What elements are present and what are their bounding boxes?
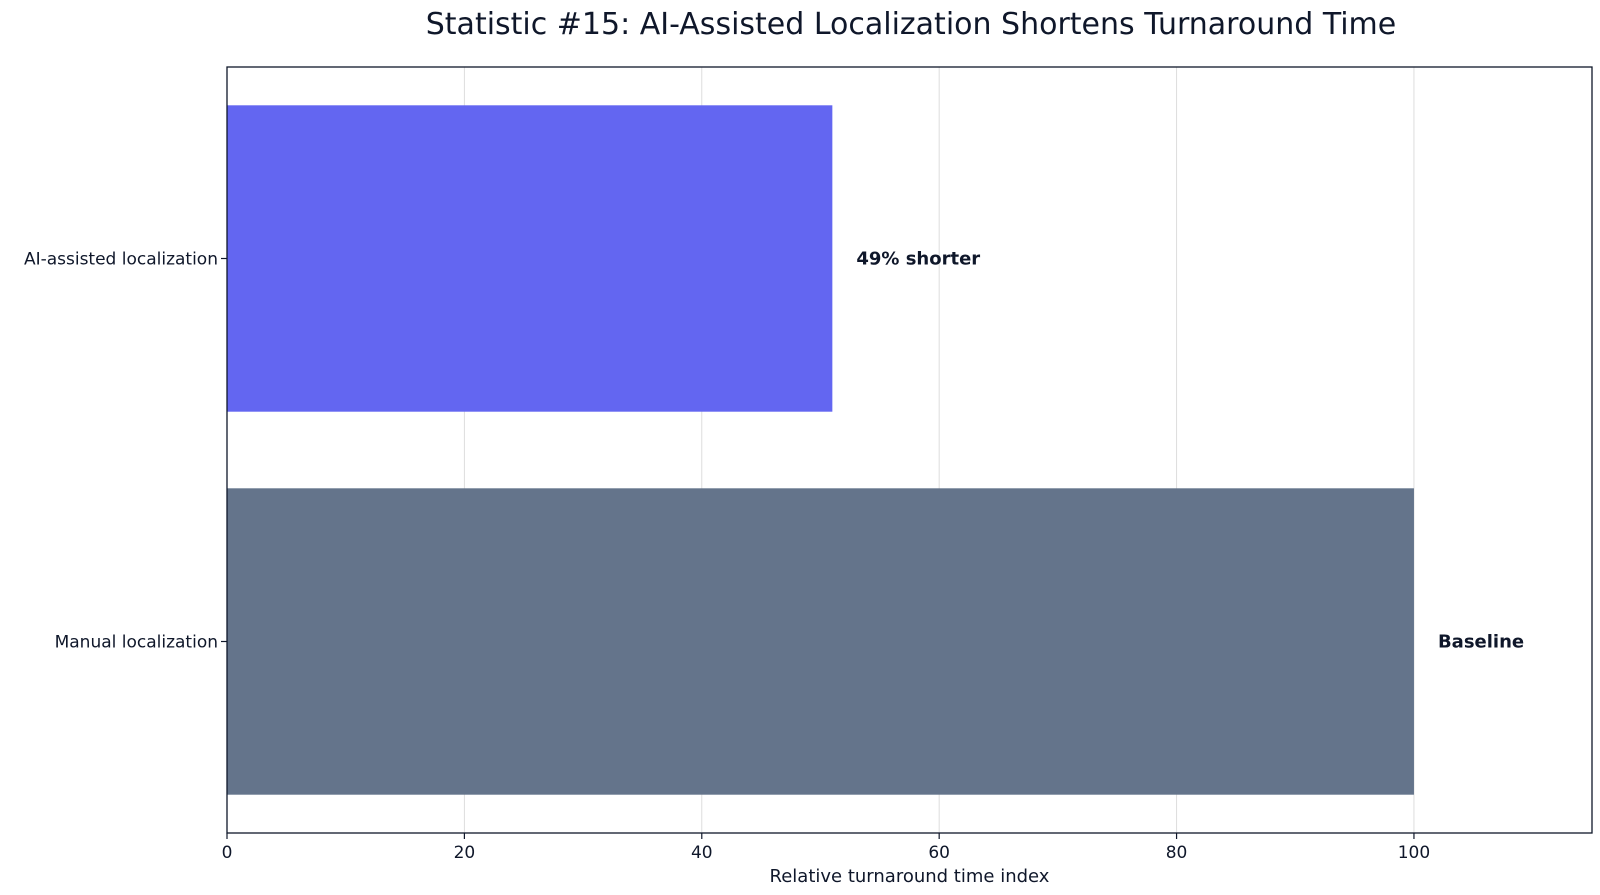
- x-axis-ticks: 0 20 40 60 80 100: [222, 833, 1430, 863]
- bar: [227, 105, 833, 412]
- bar-data-label: Baseline: [1438, 632, 1524, 653]
- plot-frame: [226, 66, 1593, 834]
- x-tick-label: 0: [222, 843, 233, 863]
- y-axis-ticks: AI-assisted localization Manual localizat…: [24, 250, 227, 653]
- bar: [227, 488, 1414, 795]
- data-labels: 49% shorter Baseline: [856, 249, 1524, 653]
- x-tick-label: 40: [691, 843, 713, 863]
- chart-title: Statistic #15: AI-Assisted Localization …: [426, 7, 1397, 42]
- x-axis-label: Relative turnaround time index: [770, 866, 1050, 887]
- x-tick-label: 60: [928, 843, 950, 863]
- x-tick-label: 20: [454, 843, 476, 863]
- x-tick-label: 80: [1166, 843, 1188, 863]
- y-tick-label: AI-assisted localization: [24, 250, 218, 270]
- x-tick-label: 100: [1398, 843, 1430, 863]
- y-tick-label: Manual localization: [55, 633, 218, 653]
- bar-data-label: 49% shorter: [856, 249, 980, 270]
- bars: [227, 105, 1414, 795]
